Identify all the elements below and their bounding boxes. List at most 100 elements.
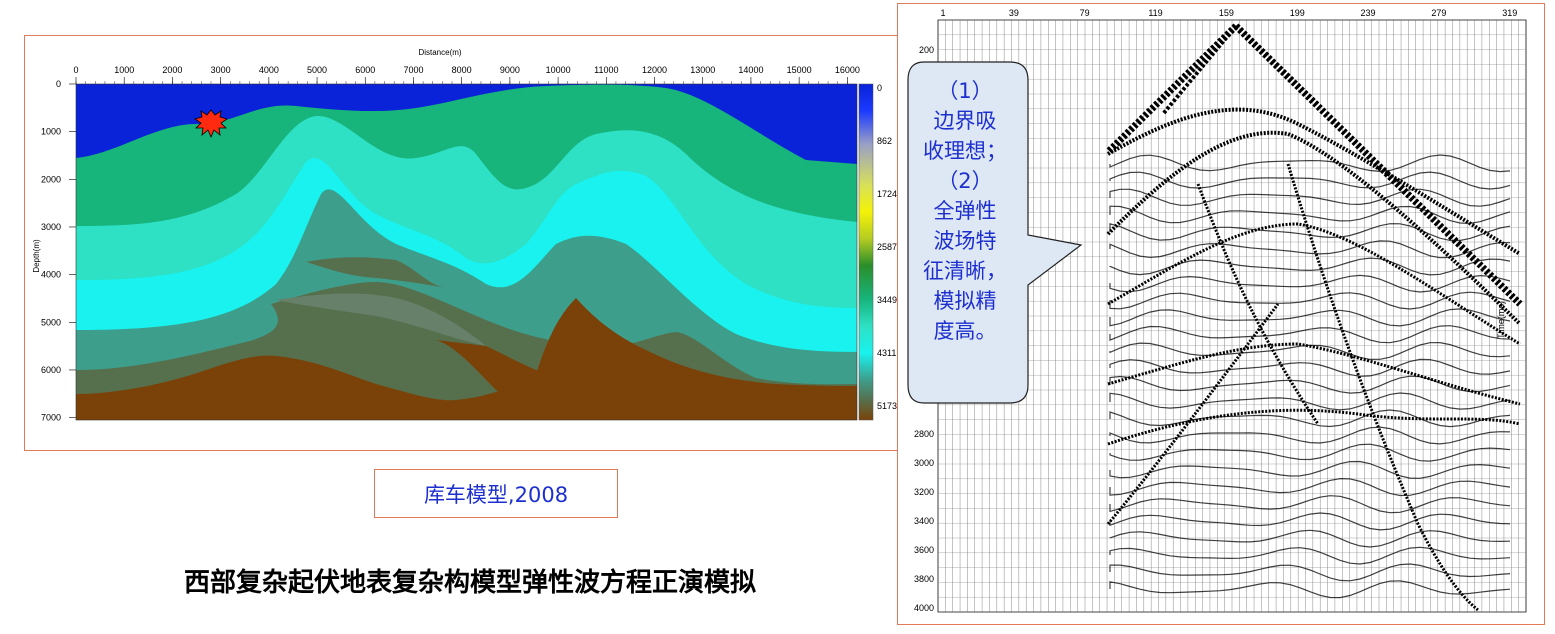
callout-line: 征清晰， <box>923 259 1007 283</box>
near-apex-wave <box>1161 24 1320 116</box>
time-label: 3600 <box>914 545 934 555</box>
x-tick-label: 11000 <box>594 65 618 75</box>
time-labels: 200 2800 3000 3200 3400 3600 3800 4000 <box>914 45 934 613</box>
x-tick-label: 15000 <box>787 65 812 75</box>
reflection-event <box>1107 107 1522 256</box>
time-label: 3400 <box>914 516 934 526</box>
y-tick-label: 7000 <box>41 413 61 423</box>
x-tick-label: 2000 <box>162 65 182 75</box>
colorbar-tick-label: 0 <box>877 83 882 93</box>
slide-title: 西部复杂起伏地表复杂构模型弹性波方程正演模拟 <box>183 568 756 598</box>
trace-number-label: 319 <box>1502 8 1517 18</box>
time-label: 2800 <box>914 429 934 439</box>
x-tick-label: 1000 <box>114 65 134 75</box>
wavefield-texture <box>1109 426 1511 445</box>
trace-number-label: 39 <box>1009 8 1019 18</box>
x-tick-label: 16000 <box>835 65 860 75</box>
x-tick-label: 9000 <box>500 65 520 75</box>
colorbar-tick-label: 4311 <box>877 348 896 358</box>
wavefield-texture <box>1109 409 1511 428</box>
wavefield-texture <box>1109 580 1511 599</box>
wavefield-texture <box>1109 308 1511 327</box>
x-tick-label: 3000 <box>211 65 231 75</box>
callout-line: 度高。 <box>933 319 997 343</box>
y-tick-label: 3000 <box>41 222 61 232</box>
x-tick-label: 8000 <box>452 65 472 75</box>
annotation-callout <box>907 61 1083 404</box>
y-tick-label: 2000 <box>41 174 61 184</box>
velocity-model-panel: Distance(m) Depth(m) 0 1000 2000 3000 4000 50… <box>24 35 902 451</box>
brown-basement <box>76 298 857 420</box>
wavefield-texture <box>1109 240 1511 259</box>
wavefield-texture <box>1109 291 1511 310</box>
reflection-event <box>1286 163 1479 612</box>
velocity-model-figure: Distance(m) Depth(m) 0 1000 2000 3000 4000 50… <box>32 48 897 423</box>
wavefield-texture <box>1109 325 1511 344</box>
y-tick-label: 0 <box>56 79 61 89</box>
colorbar <box>858 83 874 421</box>
x-tick-label: 5000 <box>307 65 327 75</box>
y-axis-title: Depth(m) <box>32 239 41 273</box>
wavefield-texture <box>1109 460 1511 479</box>
wavefield-texture <box>1109 223 1511 242</box>
trace-number-label: 159 <box>1219 8 1234 18</box>
wavefield-texture <box>1109 495 1511 514</box>
wavefield-texture <box>1109 341 1511 361</box>
wavefield-texture <box>1109 274 1511 293</box>
trace-number-label: 279 <box>1431 8 1446 18</box>
wavefield-texture <box>1109 154 1511 173</box>
callout-line: 边界吸 <box>933 109 997 133</box>
wavefield-texture <box>1109 443 1511 462</box>
callout-line: 全弹性 <box>933 199 997 223</box>
callout-line: 收理想； <box>923 139 1007 163</box>
source-star-icon <box>194 109 228 139</box>
time-label: 4000 <box>914 603 934 613</box>
x-tick-label: 7000 <box>403 65 423 75</box>
x-tick-labels: 0 1000 2000 3000 4000 5000 6000 7000 8000 9000 100… <box>73 65 859 75</box>
colorbar-tick-label: 5173 <box>877 401 897 411</box>
trace-number-label: 199 <box>1290 8 1305 18</box>
wavefield-texture <box>1109 205 1511 225</box>
trace-number-label: 79 <box>1080 8 1090 18</box>
x-tick-label: 12000 <box>642 65 667 75</box>
time-axis-title: Time(ms) <box>1496 301 1506 339</box>
y-tick-labels: 0 1000 2000 3000 4000 5000 6000 7000 <box>41 79 76 423</box>
x-axis-title: Distance(m) <box>418 48 461 57</box>
callout-line: 模拟精 <box>933 289 997 313</box>
colorbar-tick-labels: 0 862 1724 2587 3449 4311 5173 <box>877 83 897 411</box>
x-tick-label: 10000 <box>546 65 571 75</box>
wavefield-texture <box>1109 188 1511 207</box>
model-caption: 库车模型,2008 <box>374 469 618 518</box>
trace-number-labels: 1 39 79 119 159 199 239 279 319 <box>940 8 1517 18</box>
trace-number-label: 119 <box>1148 8 1162 18</box>
y-tick-label: 1000 <box>41 127 61 137</box>
callout-line: （1） <box>937 79 993 103</box>
colorbar-tick-label: 3449 <box>877 295 897 305</box>
wavefield-texture <box>1109 529 1511 548</box>
x-tick-marks <box>75 77 848 84</box>
model-image <box>75 83 858 421</box>
reflection-event <box>1106 303 1280 525</box>
x-tick-label: 0 <box>73 65 78 75</box>
y-tick-label: 6000 <box>41 365 61 375</box>
time-label: 3000 <box>914 458 934 468</box>
time-label: 200 <box>919 45 934 55</box>
wavefield-texture <box>1109 563 1511 582</box>
trace-number-label: 1 <box>940 8 945 18</box>
colorbar-tick-label: 2587 <box>877 242 897 252</box>
y-tick-label: 5000 <box>41 317 61 327</box>
olive-lens-middle <box>276 293 486 346</box>
wavefield-texture <box>1109 392 1511 411</box>
callout-line: 波场特 <box>933 229 997 253</box>
time-label: 3800 <box>914 574 934 584</box>
reflection-event <box>1107 342 1521 406</box>
wavefield-texture <box>1109 512 1511 531</box>
colorbar-tick-label: 862 <box>877 136 892 146</box>
reflection-event <box>1106 130 1522 326</box>
x-tick-label: 14000 <box>738 65 763 75</box>
time-label: 3200 <box>914 487 934 497</box>
x-tick-label: 6000 <box>355 65 375 75</box>
wavefield-texture <box>1109 358 1511 377</box>
olive-lens-upper <box>306 257 446 288</box>
wavefield-texture <box>1109 375 1511 394</box>
